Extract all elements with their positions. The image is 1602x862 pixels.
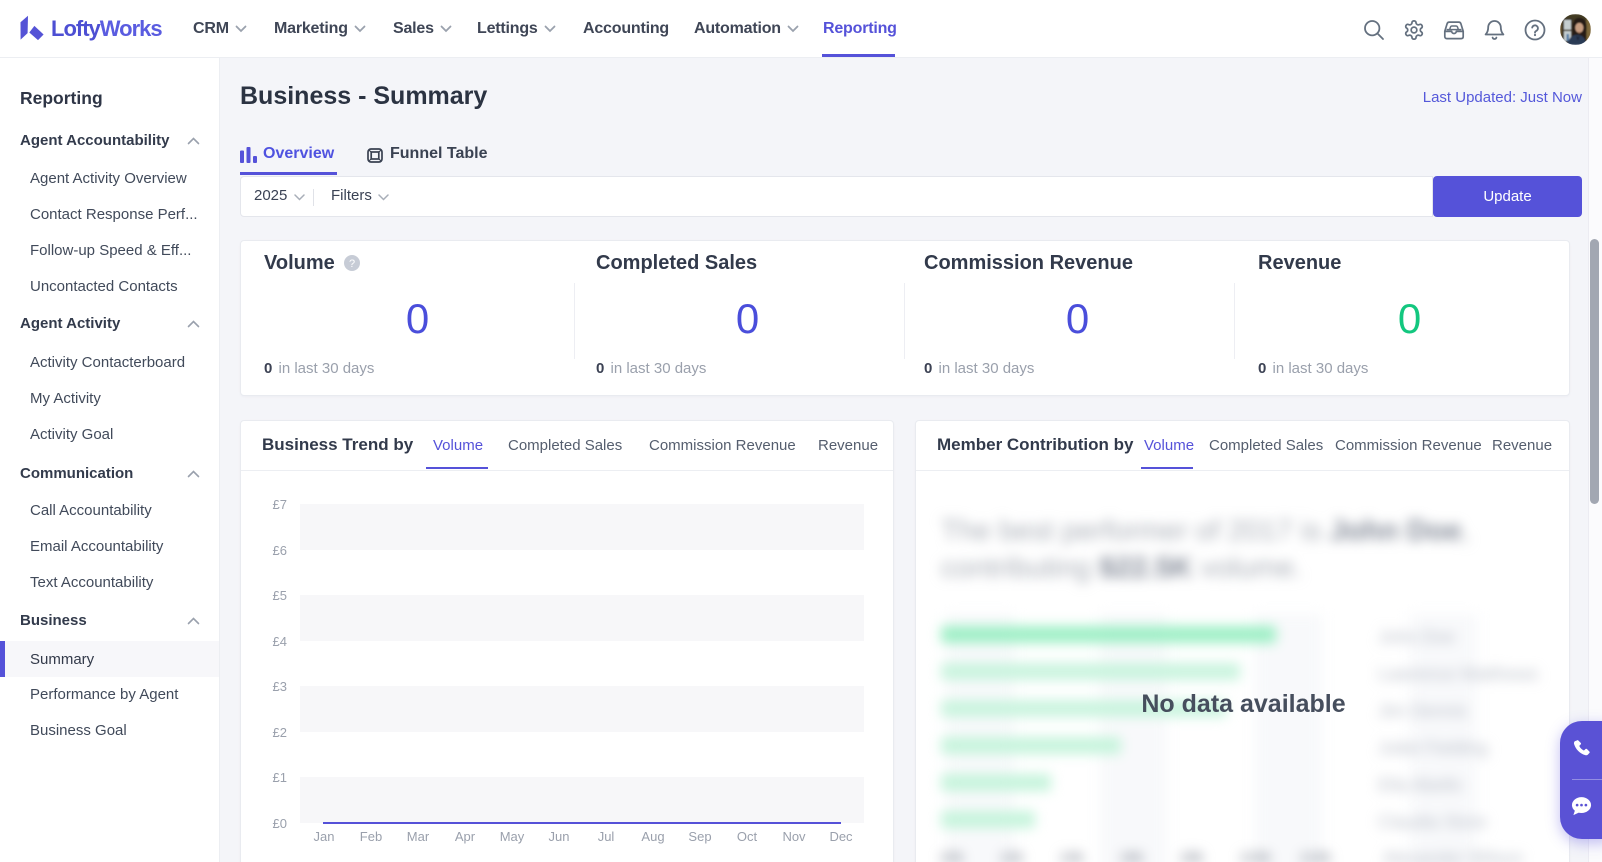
svg-text:?: ?: [349, 258, 355, 270]
